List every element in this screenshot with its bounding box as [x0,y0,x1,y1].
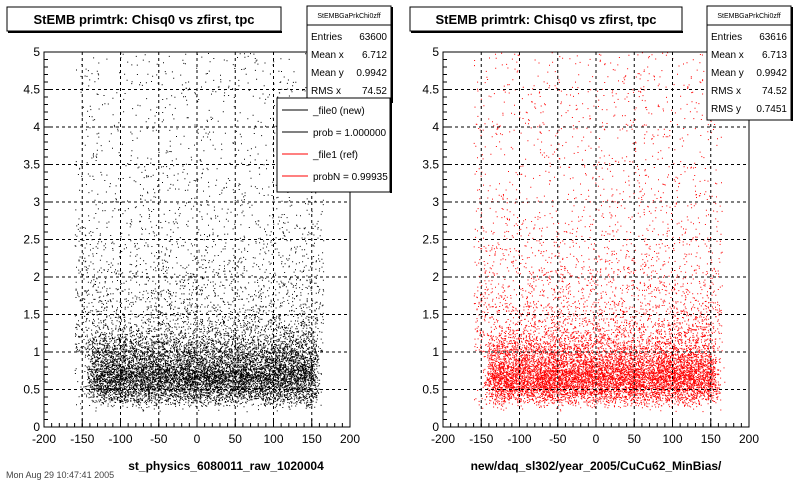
stats-value: 63600 [359,32,387,43]
left-stats-name: StEMBGaPrkChi0zff [317,13,380,20]
legend-label: _file1 (ref) [312,150,358,161]
left-legend: _file0 (new) prob = 1.000000 _file1 (ref) p… [276,97,392,193]
x-tick-label: -50 [150,432,168,446]
right-x-axis-label: new/daq_sl302/year_2005/CuCu62_MinBias/ [471,459,722,473]
stats-label: Entries [311,32,342,43]
stats-value: 6.713 [762,50,787,61]
legend-label: _file0 (new) [312,106,365,117]
y-tick-label: 2 [432,270,439,284]
stats-value: 74.52 [762,86,787,97]
x-tick-label: -100 [108,432,132,446]
right-chart-title: StEMB primtrk: Chisq0 vs zfirst, tpc [435,12,656,27]
right-chart-panel: -200 -150 -100 -50 0 50 100 150 200 0 0.5 1 1.5 2 2.5… [409,5,793,473]
right-y-ticks: 0 0.5 1 1.5 2 2.5 3 3.5 4 4.5 5 [422,45,452,434]
legend-label: prob = 1.000000 [313,128,387,139]
x-tick-label: 200 [739,432,759,446]
left-x-ticks: -200 -150 -100 -50 0 50 100 150 200 [32,419,360,446]
legend-label: probN = 0.99935 [313,172,388,183]
right-grid [443,52,749,427]
y-tick-label: 3.5 [422,158,439,172]
x-tick-label: -150 [469,432,493,446]
left-chart-panel: -200 -150 -100 -50 0 50 100 150 200 0 0.5 1 1.5 2 2.5… [6,5,393,473]
stats-value: 63616 [759,32,787,43]
x-tick-label: -200 [431,432,455,446]
right-stats-name: StEMBGaPrkChi0zff [717,13,780,20]
y-tick-label: 0 [33,420,40,434]
y-tick-label: 4 [33,120,40,134]
x-tick-label: 50 [628,432,642,446]
stats-label: Entries [711,32,742,43]
y-tick-label: 1 [432,345,439,359]
stats-label: RMS x [311,86,341,97]
right-title-box [409,6,683,32]
y-tick-label: 4.5 [422,83,439,97]
left-title-box [6,6,282,32]
y-tick-label: 1 [33,345,40,359]
x-tick-label: 100 [662,432,682,446]
right-stats-box: StEMBGaPrkChi0zff Entries 63616 Mean x 6.71… [706,5,793,121]
y-tick-label: 3 [432,195,439,209]
left-stats-box: StEMBGaPrkChi0zff Entries 63600 Mean x 6.71… [306,5,393,103]
x-tick-label: -150 [70,432,94,446]
x-tick-label: -100 [507,432,531,446]
x-tick-label: 0 [194,432,201,446]
y-tick-label: 2 [33,270,40,284]
stats-value: 6.712 [362,50,387,61]
y-tick-label: 1.5 [422,308,439,322]
y-tick-label: 1.5 [23,308,40,322]
left-chart-title: StEMB primtrk: Chisq0 vs zfirst, tpc [33,12,254,27]
stats-label: RMS x [711,86,741,97]
y-tick-label: 0.5 [422,383,439,397]
y-tick-label: 3.5 [23,158,40,172]
right-points [473,52,726,413]
stats-label: Mean x [711,50,744,61]
stats-label: Mean y [711,68,744,79]
left-y-ticks: 0 0.5 1 1.5 2 2.5 3 3.5 4 4.5 5 [23,45,53,434]
stats-label: Mean x [311,50,344,61]
stats-value: 0.9942 [356,68,387,79]
stats-label: Mean y [311,68,344,79]
x-tick-label: 100 [263,432,283,446]
stats-value: 0.7451 [756,104,787,115]
y-tick-label: 2.5 [23,233,40,247]
x-tick-label: -200 [32,432,56,446]
y-tick-label: 0.5 [23,383,40,397]
y-tick-label: 5 [432,45,439,59]
y-tick-label: 0 [432,420,439,434]
x-tick-label: 50 [229,432,243,446]
stats-value: 0.9942 [756,68,787,79]
footer-timestamp: Mon Aug 29 10:47:41 2005 [6,470,114,480]
left-x-axis-label: st_physics_6080011_raw_1020004 [128,459,324,473]
x-tick-label: 0 [593,432,600,446]
y-tick-label: 5 [33,45,40,59]
right-x-ticks: -200 -150 -100 -50 0 50 100 150 200 [431,419,759,446]
scatter-points [473,52,726,413]
stats-value: 74.52 [362,86,387,97]
y-tick-label: 2.5 [422,233,439,247]
y-tick-label: 4 [432,120,439,134]
y-tick-label: 3 [33,195,40,209]
x-tick-label: 150 [701,432,721,446]
y-tick-label: 4.5 [23,83,40,97]
stats-label: RMS y [711,104,741,115]
x-tick-label: 200 [340,432,360,446]
x-tick-label: 150 [302,432,322,446]
left-grid [44,52,350,427]
x-tick-label: -50 [549,432,567,446]
